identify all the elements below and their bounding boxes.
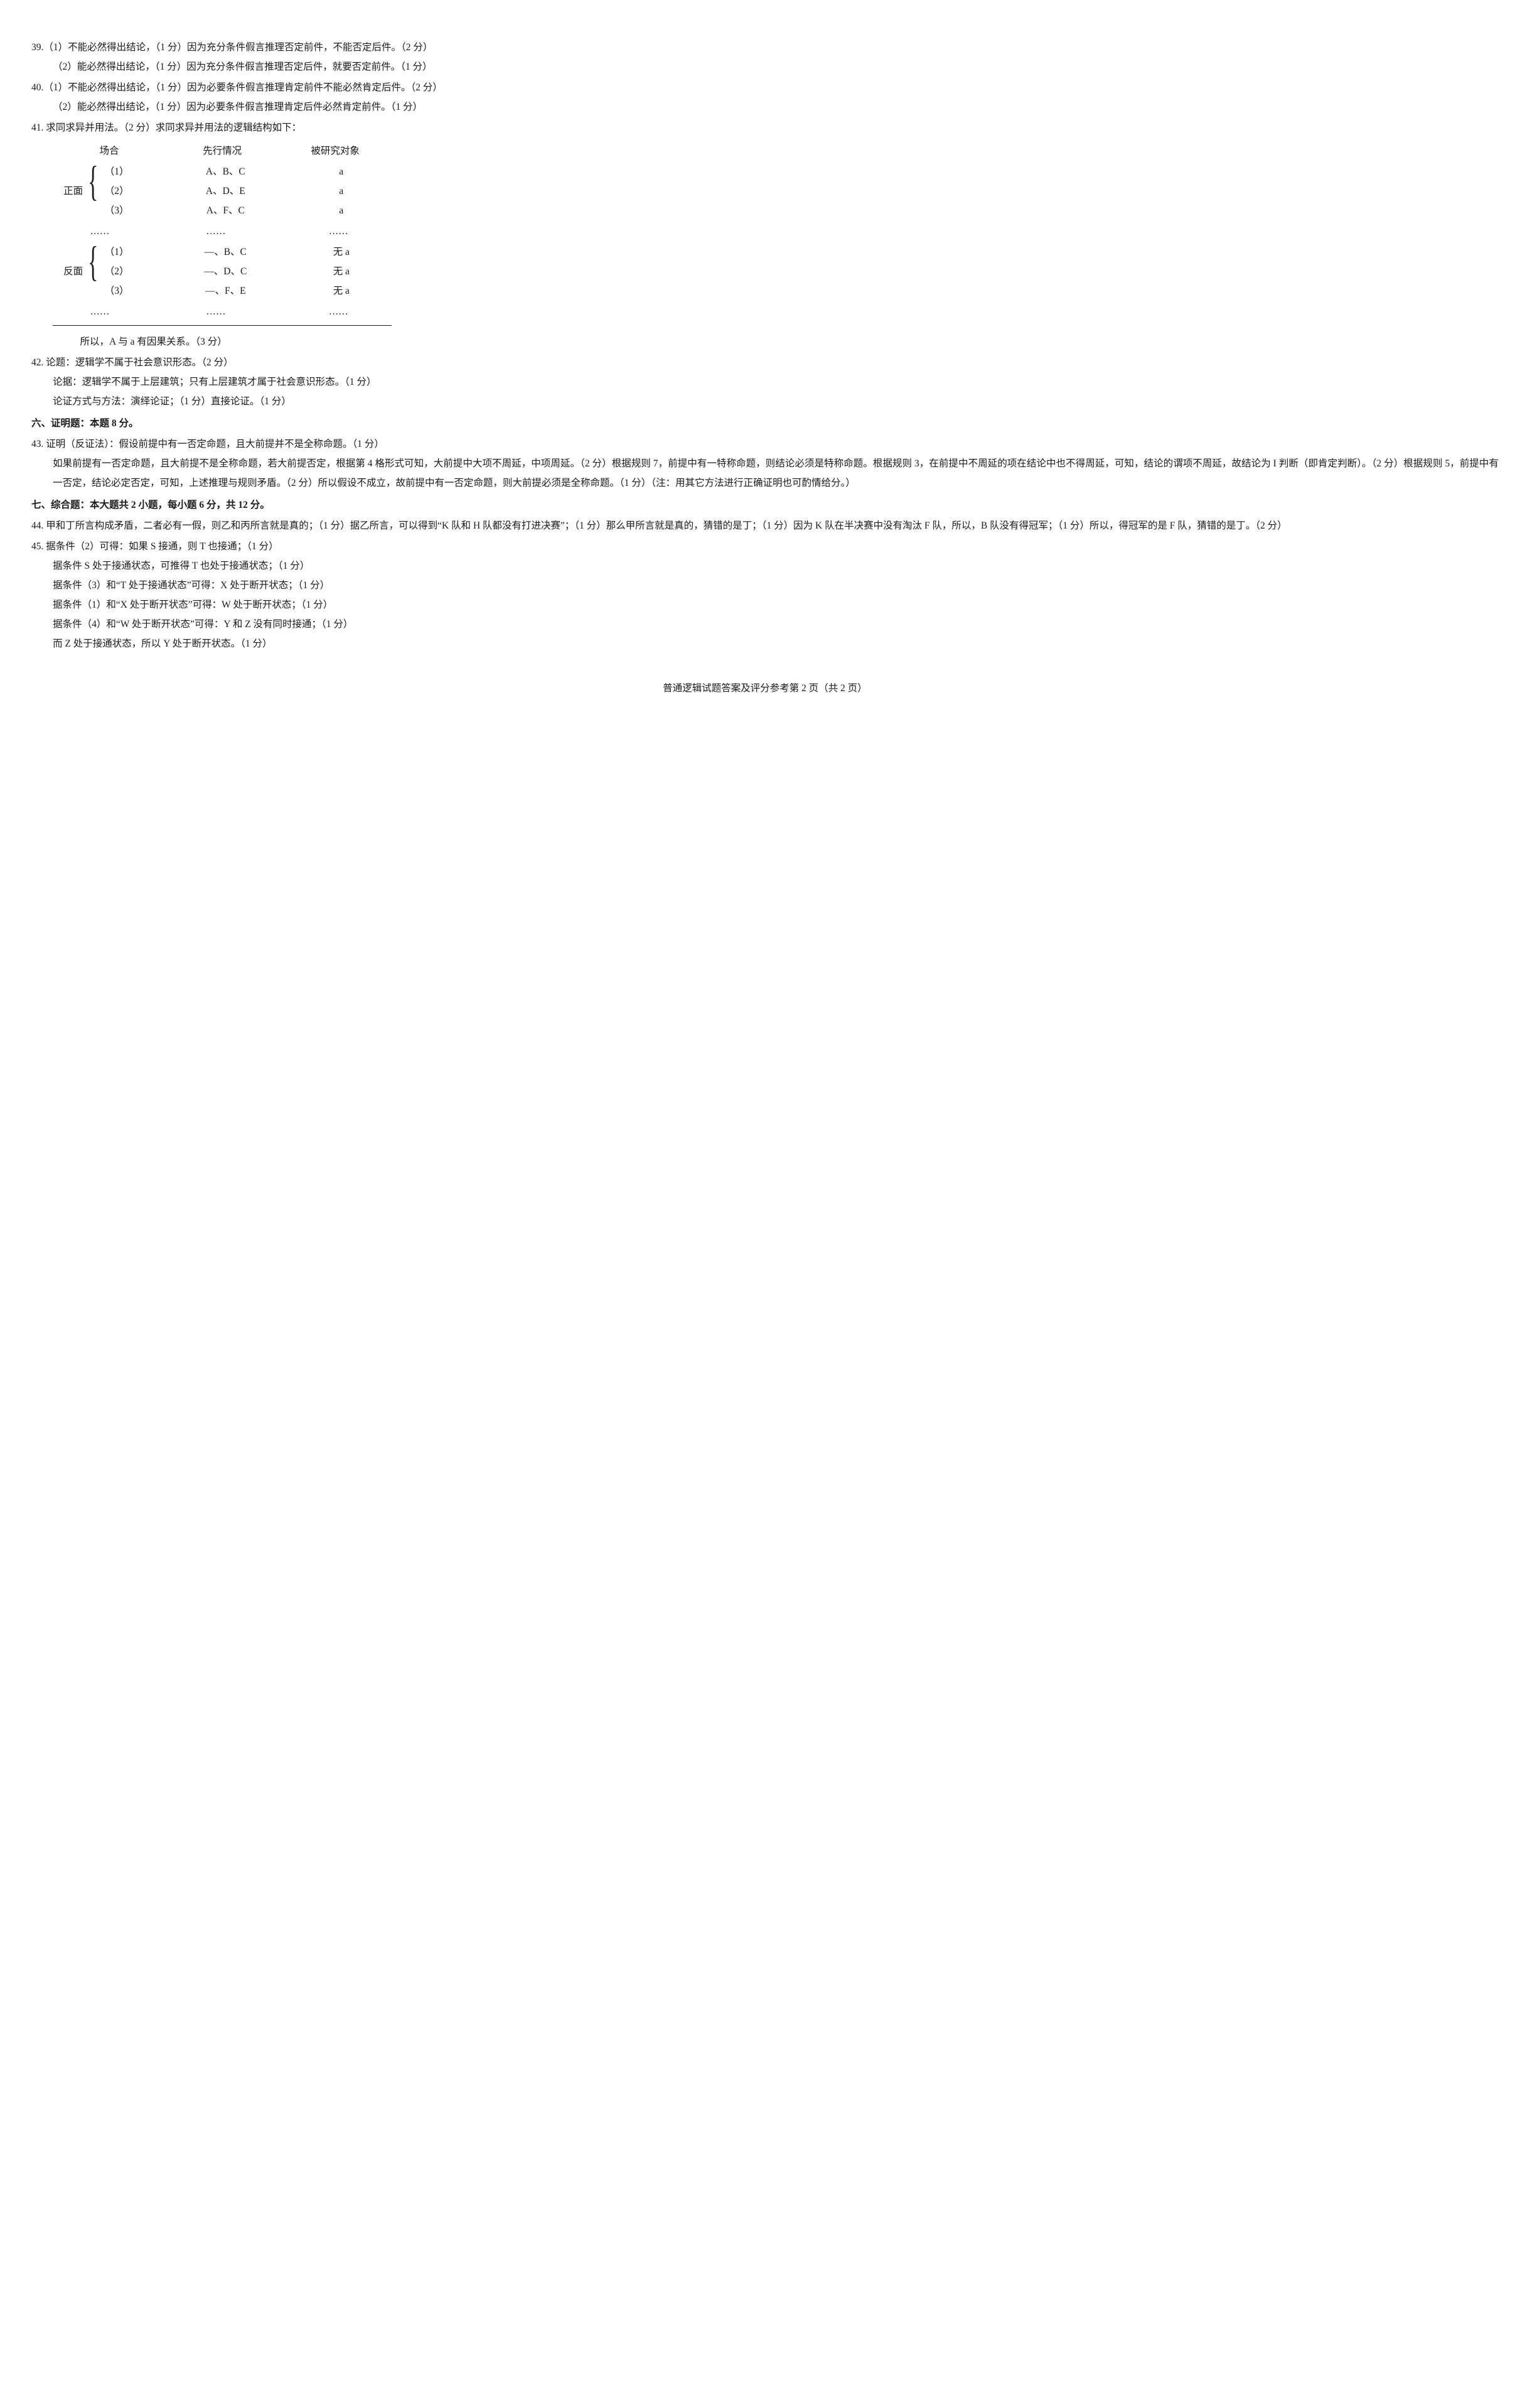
header-col1: 场合	[53, 141, 166, 161]
cell: A、D、E	[160, 181, 291, 201]
cell: —、F、E	[160, 281, 291, 301]
brace-icon: {	[88, 162, 98, 220]
question-44: 44. 甲和丁所言构成矛盾，二者必有一假，则乙和丙所言就是真的；（1 分）据乙所…	[31, 516, 1499, 535]
question-41: 41. 求同求异并用法。（2 分）求同求异并用法的逻辑结构如下： 场合 先行情况…	[31, 118, 1499, 352]
brace-icon: {	[88, 242, 98, 301]
cell: 无 a	[291, 281, 392, 301]
cell: A、F、C	[160, 201, 291, 220]
q45-part4: 据条件（1）和“X 处于断开状态”可得：W 处于断开状态；（1 分）	[31, 595, 1499, 615]
table-row: （3） A、F、C a	[100, 201, 392, 220]
ellipsis: ……	[147, 302, 286, 321]
q43-part2: 如果前提有一否定命题，且大前提不是全称命题，若大前提否定，根据第 4 格形式可知…	[31, 454, 1499, 493]
table-row: （1） —、B、C 无 a	[100, 242, 392, 262]
ellipsis: ……	[53, 222, 146, 241]
q42-part2: 论据：逻辑学不属于上层建筑；只有上层建筑才属于社会意识形态。（1 分）	[31, 372, 1499, 392]
cell: —、B、C	[160, 242, 291, 262]
question-40: 40.（1）不能必然得出结论，（1 分）因为必要条件假言推理肯定前件不能必然肯定…	[31, 78, 1499, 117]
positive-block: 正面 { （1） A、B、C a （2） A、D、E a （3） A、F、C a	[53, 162, 392, 220]
q45-part2: 据条件 S 处于接通状态，可推得 T 也处于接通状态；（1 分）	[31, 556, 1499, 576]
q45-part3: 据条件（3）和“T 处于接通状态”可得：X 处于断开状态；（1 分）	[31, 576, 1499, 595]
page-footer: 普通逻辑试题答案及评分参考第 2 页（共 2 页）	[31, 679, 1499, 698]
negative-block: 反面 { （1） —、B、C 无 a （2） —、D、C 无 a （3） —、F…	[53, 242, 392, 301]
cell: A、B、C	[160, 162, 291, 181]
q45-part6: 而 Z 处于接通状态，所以 Y 处于断开状态。（1 分）	[31, 634, 1499, 653]
positive-label: 正面	[53, 162, 84, 220]
cell: —、D、C	[160, 262, 291, 281]
q44-part1: 44. 甲和丁所言构成矛盾，二者必有一假，则乙和丙所言就是真的；（1 分）据乙所…	[31, 516, 1499, 535]
table-row: （3） —、F、E 无 a	[100, 281, 392, 301]
ellipsis: ……	[53, 302, 146, 321]
section-6-title: 六、证明题：本题 8 分。	[31, 414, 1499, 433]
cell: a	[291, 181, 392, 201]
q45-part1: 45. 据条件（2）可得：如果 S 接通，则 T 也接通；（1 分）	[31, 537, 1499, 556]
question-43: 43. 证明（反证法）：假设前提中有一否定命题，且大前提并不是全称命题。（1 分…	[31, 434, 1499, 493]
cell: a	[291, 162, 392, 181]
q41-intro: 41. 求同求异并用法。（2 分）求同求异并用法的逻辑结构如下：	[31, 118, 1499, 137]
positive-rows: （1） A、B、C a （2） A、D、E a （3） A、F、C a	[100, 162, 392, 220]
table-row: （2） A、D、E a	[100, 181, 392, 201]
question-42: 42. 论题：逻辑学不属于社会意识形态。（2 分） 论据：逻辑学不属于上层建筑；…	[31, 353, 1499, 411]
question-45: 45. 据条件（2）可得：如果 S 接通，则 T 也接通；（1 分） 据条件 S…	[31, 537, 1499, 653]
table-header-row: 场合 先行情况 被研究对象	[53, 141, 392, 161]
table-row: （1） A、B、C a	[100, 162, 392, 181]
cell: a	[291, 201, 392, 220]
cell: （2）	[100, 181, 160, 201]
negative-label: 反面	[53, 242, 84, 301]
ellipsis: ……	[285, 222, 392, 241]
q41-table: 场合 先行情况 被研究对象 正面 { （1） A、B、C a （2） A、D、E…	[53, 141, 392, 326]
ellipsis-row: …… …… ……	[53, 302, 392, 321]
q42-part1: 42. 论题：逻辑学不属于社会意识形态。（2 分）	[31, 353, 1499, 372]
divider-rule	[53, 325, 392, 326]
cell: （1）	[100, 242, 160, 262]
cell: （2）	[100, 262, 160, 281]
q40-part2: （2）能必然得出结论，（1 分）因为必要条件假言推理肯定后件必然肯定前件。（1 …	[31, 97, 1499, 117]
q43-part1: 43. 证明（反证法）：假设前提中有一否定命题，且大前提并不是全称命题。（1 分…	[31, 434, 1499, 454]
cell: 无 a	[291, 242, 392, 262]
cell: 无 a	[291, 262, 392, 281]
cell: （3）	[100, 201, 160, 220]
cell: （1）	[100, 162, 160, 181]
q41-conclusion: 所以，A 与 a 有因果关系。（3 分）	[31, 332, 1499, 352]
q42-part3: 论证方式与方法：演绎论证；（1 分）直接论证。（1 分）	[31, 392, 1499, 411]
q39-part2: （2）能必然得出结论，（1 分）因为充分条件假言推理否定后件，就要否定前件。（1…	[31, 57, 1499, 77]
ellipsis: ……	[147, 222, 286, 241]
header-col2: 先行情况	[166, 141, 279, 161]
table-row: （2） —、D、C 无 a	[100, 262, 392, 281]
q39-part1: 39.（1）不能必然得出结论，（1 分）因为充分条件假言推理否定前件，不能否定后…	[31, 38, 1499, 57]
q40-part1: 40.（1）不能必然得出结论，（1 分）因为必要条件假言推理肯定前件不能必然肯定…	[31, 78, 1499, 97]
cell: （3）	[100, 281, 160, 301]
negative-rows: （1） —、B、C 无 a （2） —、D、C 无 a （3） —、F、E 无 …	[100, 242, 392, 301]
question-39: 39.（1）不能必然得出结论，（1 分）因为充分条件假言推理否定前件，不能否定后…	[31, 38, 1499, 77]
ellipsis: ……	[285, 302, 392, 321]
ellipsis-row: …… …… ……	[53, 222, 392, 241]
section-7-title: 七、综合题：本大题共 2 小题，每小题 6 分，共 12 分。	[31, 495, 1499, 515]
header-col3: 被研究对象	[279, 141, 392, 161]
q45-part5: 据条件（4）和“W 处于断开状态”可得：Y 和 Z 没有同时接通；（1 分）	[31, 615, 1499, 634]
